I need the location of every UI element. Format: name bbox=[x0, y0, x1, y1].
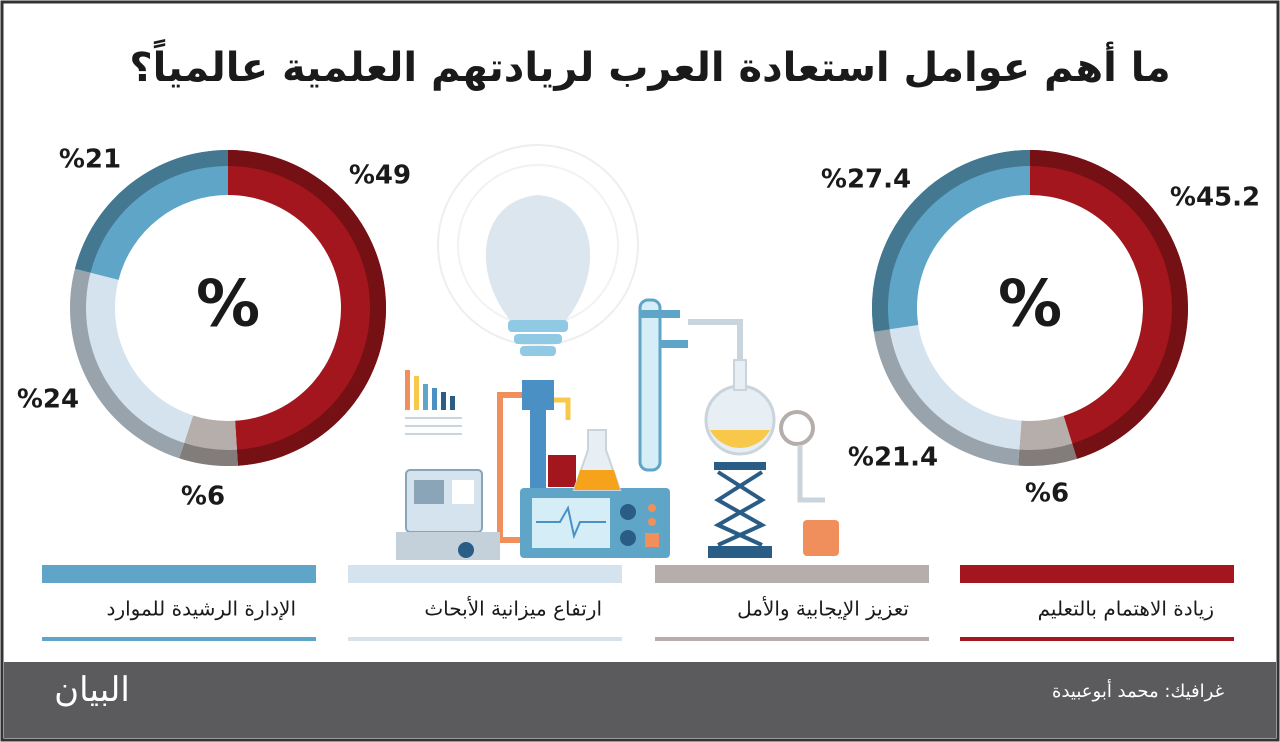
legend-underline bbox=[348, 637, 622, 641]
segment-shade bbox=[873, 329, 1020, 466]
center-label: % bbox=[196, 268, 260, 342]
donut-segment bbox=[70, 268, 194, 459]
legend-swatch bbox=[960, 565, 1234, 583]
segment-shade bbox=[74, 150, 228, 273]
segment-shade bbox=[1030, 150, 1189, 459]
legend-swatch bbox=[348, 565, 622, 583]
title: ما أهم عوامل استعادة العرب لريادتهم العل… bbox=[129, 38, 1170, 91]
value-label: %45.2 bbox=[1170, 183, 1260, 213]
segment-shade bbox=[228, 150, 387, 466]
donut-segment bbox=[74, 150, 228, 280]
segment-shade bbox=[70, 268, 185, 459]
legend-label: تعزيز الإيجابية والأمل bbox=[737, 597, 909, 621]
value-label: %27.4 bbox=[821, 165, 911, 195]
value-label: %6 bbox=[1025, 479, 1069, 509]
logo: البيان bbox=[54, 670, 130, 710]
legend-underline bbox=[960, 637, 1234, 641]
segment-shade bbox=[1018, 443, 1077, 467]
lab-illustration bbox=[396, 144, 839, 560]
credit: غرافيك: محمد أبوعبيدة bbox=[1052, 679, 1224, 702]
value-label: %21.4 bbox=[848, 443, 938, 473]
legend-label: زيادة الاهتمام بالتعليم bbox=[1038, 597, 1214, 621]
segment-shade bbox=[179, 443, 238, 466]
donut-segment bbox=[873, 324, 1022, 466]
center-label: % bbox=[998, 268, 1062, 342]
legend-label: الإدارة الرشيدة للموارد bbox=[107, 597, 296, 621]
segment-shade bbox=[872, 150, 1030, 332]
value-label: %24 bbox=[17, 385, 79, 415]
footer-band bbox=[4, 662, 1276, 738]
legend-swatch bbox=[655, 565, 929, 583]
legend-underline bbox=[42, 637, 316, 641]
legend-underline bbox=[655, 637, 929, 641]
legend-swatch bbox=[42, 565, 316, 583]
legend-label: ارتفاع ميزانية الأبحاث bbox=[424, 597, 602, 621]
value-label: %21 bbox=[59, 145, 121, 175]
value-label: %49 bbox=[349, 161, 411, 191]
donut-segment bbox=[872, 150, 1030, 332]
value-label: %6 bbox=[181, 482, 225, 512]
